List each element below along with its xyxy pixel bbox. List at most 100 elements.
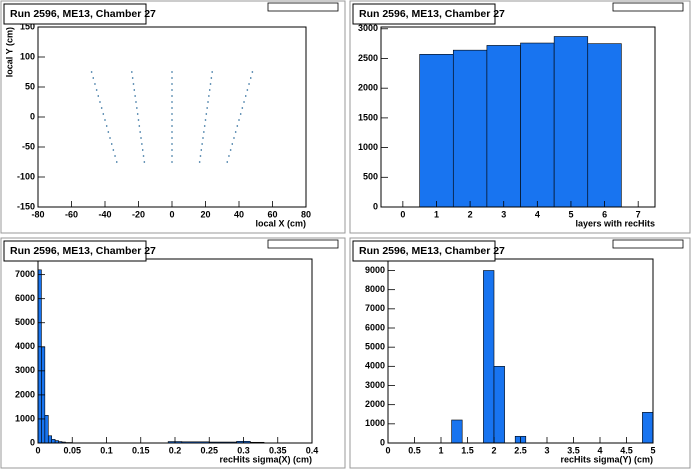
y-tick-label: 9000	[365, 265, 385, 275]
bar	[419, 54, 454, 208]
pad	[349, 237, 691, 469]
title-box	[3, 240, 147, 262]
title-box	[352, 3, 496, 25]
title: Run 2596, ME13, Chamber 27	[359, 245, 505, 257]
x-tick-label: 80	[301, 209, 311, 219]
y-tick-label: 1000	[15, 413, 35, 423]
y-tick-label: 0	[373, 201, 378, 211]
x-tick-label: 5	[650, 445, 655, 455]
point	[203, 131, 205, 133]
x-tick-label: 5	[568, 209, 573, 219]
x-tick-label: 1	[438, 445, 443, 455]
point	[133, 89, 136, 91]
x-tick-label: 0.25	[200, 445, 218, 455]
point	[245, 95, 247, 97]
x-tick-label: 0	[169, 209, 174, 219]
point	[211, 71, 213, 73]
bar	[483, 270, 495, 444]
pad	[0, 0, 346, 234]
point	[202, 137, 204, 139]
x-tick-label: 2	[468, 209, 473, 219]
point	[208, 95, 210, 97]
point	[234, 131, 237, 133]
bar	[51, 439, 56, 444]
y-tick-label: 3000	[15, 365, 35, 375]
x-tick-label: 4	[597, 445, 602, 455]
x-axis-label: recHits sigma(Y) (cm)	[560, 454, 653, 464]
point	[136, 113, 139, 115]
point	[116, 161, 118, 163]
point	[171, 77, 173, 79]
x-tick-label: 0.3	[237, 445, 250, 455]
stats-box	[612, 2, 684, 12]
point	[141, 149, 144, 151]
title-box	[352, 240, 496, 262]
y-tick-label: 3000	[365, 380, 385, 390]
point	[210, 77, 213, 79]
plot-frame	[380, 26, 656, 208]
x-tick-label: 0.5	[408, 445, 421, 455]
point	[132, 83, 135, 85]
point	[171, 71, 173, 73]
point	[201, 143, 203, 145]
y-tick-label: 50	[25, 81, 35, 91]
x-axis-label: local X (cm)	[255, 218, 306, 228]
y-tick-label: -150	[17, 201, 35, 211]
x-tick-label: 20	[200, 209, 210, 219]
x-tick-label: 4	[535, 209, 540, 219]
x-axis-label: layers with recHits	[575, 218, 655, 228]
stats-box	[267, 2, 339, 12]
point	[238, 119, 240, 121]
point	[141, 143, 143, 145]
point	[171, 161, 173, 163]
point	[226, 161, 228, 163]
point	[171, 137, 173, 139]
y-axis-label: local Y (cm)	[4, 27, 14, 77]
x-tick-label: -60	[65, 209, 78, 219]
y-tick-label: 1000	[358, 142, 378, 152]
point	[236, 125, 239, 127]
y-tick-label: 6000	[365, 322, 385, 332]
x-tick-label: -80	[31, 209, 44, 219]
y-tick-label: 0	[30, 437, 35, 447]
x-tick-label: 2.5	[514, 445, 527, 455]
point	[140, 137, 142, 139]
point	[171, 149, 173, 151]
point	[112, 149, 115, 151]
point	[246, 89, 249, 91]
point	[199, 155, 202, 157]
point	[171, 83, 173, 85]
y-tick-label: 3000	[358, 23, 378, 33]
point	[228, 155, 230, 157]
point	[171, 119, 173, 121]
y-tick-label: 2000	[365, 399, 385, 409]
point	[137, 119, 140, 121]
y-tick-label: 7000	[365, 303, 385, 313]
bar	[451, 419, 463, 444]
bar	[452, 49, 488, 208]
title: Run 2596, ME13, Chamber 27	[10, 8, 156, 20]
x-tick-label: 40	[234, 209, 244, 219]
x-tick-label: 3.5	[567, 445, 580, 455]
point	[171, 107, 173, 109]
y-tick-label: 4000	[365, 361, 385, 371]
point	[142, 155, 145, 157]
x-tick-label: -40	[98, 209, 111, 219]
point	[111, 143, 113, 145]
stats-box	[267, 239, 339, 249]
point	[171, 101, 173, 103]
point	[207, 101, 209, 103]
y-tick-label: 100	[20, 51, 35, 61]
x-tick-label: 60	[267, 209, 277, 219]
x-tick-label: 0	[35, 445, 40, 455]
x-tick-label: -20	[132, 209, 145, 219]
point	[90, 71, 93, 73]
point	[233, 137, 235, 139]
point	[206, 107, 208, 109]
y-tick-label: 150	[20, 21, 35, 31]
x-tick-label: 7	[636, 209, 641, 219]
title-box	[3, 3, 147, 25]
point	[171, 89, 173, 91]
point	[104, 119, 106, 121]
